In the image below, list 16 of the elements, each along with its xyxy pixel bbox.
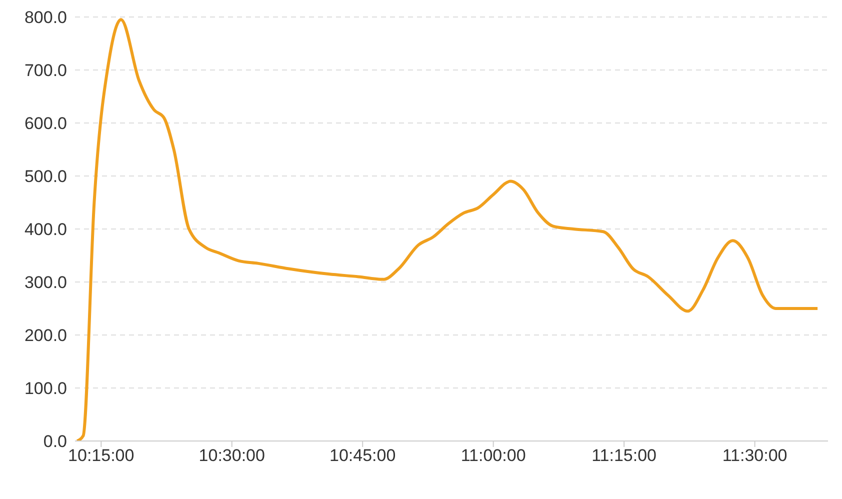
x-tick-label: 10:15:00 <box>68 446 134 466</box>
y-tick-label: 600.0 <box>24 114 67 134</box>
y-tick-label: 300.0 <box>24 273 67 292</box>
x-tick-label: 11:00:00 <box>460 446 526 466</box>
y-tick-label: 100.0 <box>24 379 67 398</box>
x-tick-label: 11:30:00 <box>722 446 788 466</box>
y-tick-label: 400.0 <box>24 220 67 240</box>
y-tick-label: 700.0 <box>24 61 67 80</box>
line-series <box>76 18 820 441</box>
y-tick-label: 200.0 <box>24 326 67 346</box>
y-tick-label: 800.0 <box>24 8 67 28</box>
x-tick-label: 11:15:00 <box>592 446 657 466</box>
y-tick-label: 0.0 <box>43 432 67 452</box>
x-tick-label: 10:45:00 <box>330 446 396 466</box>
x-tick-label: 10:30:00 <box>198 446 265 466</box>
y-tick-label: 500.0 <box>24 167 67 186</box>
